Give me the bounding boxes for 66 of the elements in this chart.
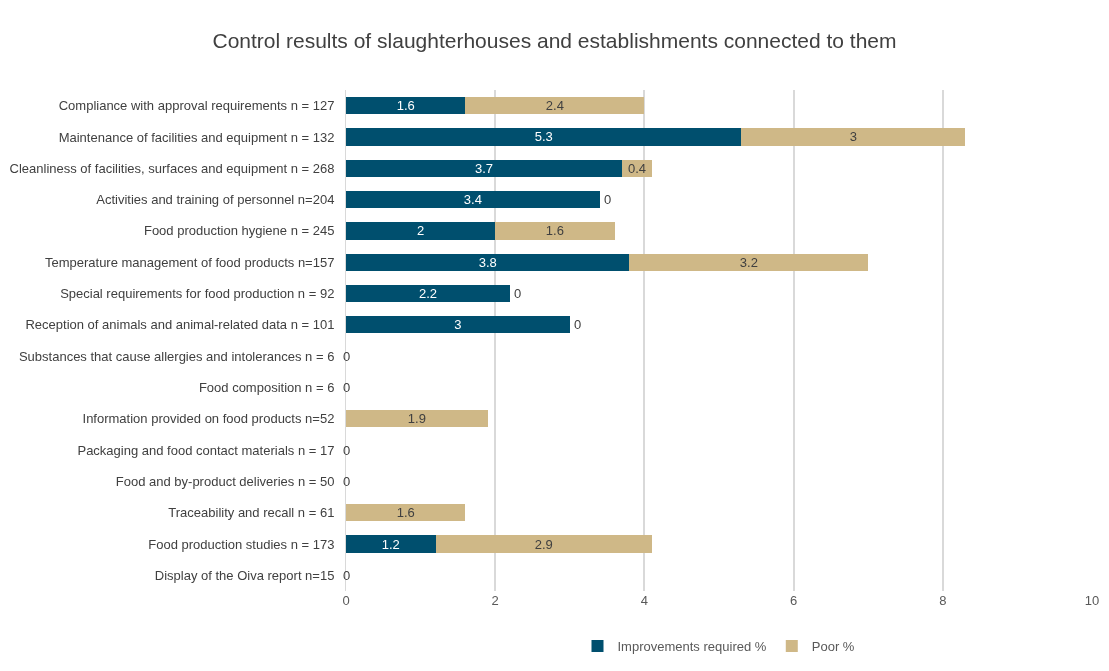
y-tick-label: Maintenance of facilities and equipment n = 132 [58, 129, 335, 145]
x-tick-label: 2 [491, 593, 499, 608]
data-label: 0 [343, 380, 351, 395]
y-tick-label: Temperature management of food products n=157 [44, 254, 335, 270]
y-tick-label: Reception of animals and animal-related data n = 101 [25, 317, 335, 333]
data-label: 3.7 [474, 160, 494, 176]
data-label: 0 [343, 443, 351, 458]
bar [346, 535, 436, 553]
data-label: 3.2 [739, 254, 758, 270]
y-tick-label: Cleanliness of facilities, surfaces and equipment n = 268 [9, 160, 335, 176]
x-tick-label: 10 [1084, 593, 1100, 608]
data-label: 0 [574, 317, 582, 332]
bar [346, 222, 496, 240]
y-tick-label: Food production studies n = 173 [148, 536, 335, 552]
y-tick-label: Display of the Oiva report n=15 [154, 567, 335, 583]
bar [346, 253, 630, 271]
data-label: 5.3 [534, 129, 553, 145]
bar [346, 128, 742, 146]
bar [346, 159, 623, 177]
legend-label: Poor % [811, 639, 855, 655]
chart-title: Control results of slaughterhouses and establishments connected to them [212, 29, 897, 53]
x-tick-label: 4 [640, 593, 649, 608]
data-label: 3 [849, 129, 857, 145]
y-tick-label: Substances that cause allergies and intolerances n = 6 [18, 348, 335, 364]
data-label: 2.4 [545, 98, 564, 114]
y-tick-label: Food production hygiene n = 245 [143, 223, 335, 239]
legend-label: Improvements required % [617, 639, 767, 655]
data-label: 2 [416, 223, 425, 239]
bar [346, 284, 511, 303]
bar [346, 410, 488, 428]
bar [741, 128, 966, 146]
data-label: 3.4 [463, 192, 482, 208]
x-tick-label: 0 [342, 593, 350, 608]
data-label: 0 [604, 192, 612, 207]
y-tick-label: Food and by-product deliveries n = 50 [115, 473, 335, 489]
bar [346, 316, 570, 334]
bar [346, 190, 600, 209]
y-tick-label: Special requirements for food production n = 92 [60, 286, 335, 302]
x-tick-label: 8 [939, 593, 947, 608]
data-label: 2.2 [419, 286, 438, 302]
data-label: 3.8 [478, 254, 497, 270]
y-tick-label: Compliance with approval requirements n = 127 [58, 98, 335, 114]
x-tick-label: 6 [789, 593, 798, 608]
data-label: 1.2 [381, 536, 400, 552]
data-label: 0 [343, 568, 351, 583]
bar [346, 97, 466, 115]
y-tick-label: Traceability and recall n = 61 [168, 505, 335, 521]
data-label: 0 [343, 474, 351, 489]
data-label: 1.6 [396, 505, 415, 521]
bar [629, 253, 869, 271]
data-label: 2.9 [534, 536, 553, 552]
data-label: 1.9 [407, 411, 426, 427]
data-label: 0 [514, 286, 522, 301]
data-label: 1.6 [545, 223, 564, 239]
data-label: 3 [454, 317, 462, 333]
y-tick-label: Food composition n = 6 [198, 380, 335, 396]
data-label: 0.4 [627, 160, 646, 176]
data-label: 1.6 [396, 98, 415, 114]
data-label: 0 [343, 349, 351, 364]
y-tick-label: Activities and training of personnel n=204 [96, 192, 335, 208]
bar [465, 97, 645, 115]
bar [346, 504, 466, 522]
bar [495, 222, 615, 240]
y-tick-label: Packaging and food contact materials n = 17 [77, 442, 335, 458]
bar [435, 535, 652, 553]
y-tick-label: Information provided on food products n=52 [82, 411, 335, 427]
